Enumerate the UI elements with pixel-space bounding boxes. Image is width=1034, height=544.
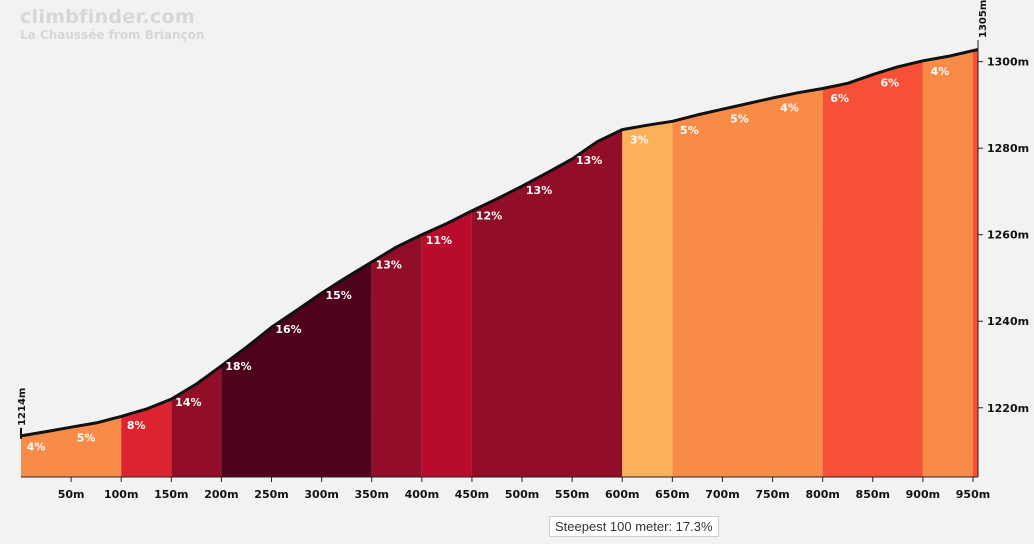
grade-label: 6% bbox=[880, 76, 899, 89]
grade-label: 13% bbox=[576, 154, 602, 167]
gradient-segment bbox=[471, 129, 623, 477]
x-tick-label: 700m bbox=[705, 488, 739, 501]
y-tick-label: 1280m bbox=[987, 142, 1029, 155]
grade-label: 13% bbox=[526, 184, 552, 197]
x-tick-label: 800m bbox=[805, 488, 839, 501]
gradient-segment bbox=[972, 49, 978, 477]
gradient-segment bbox=[171, 365, 222, 477]
gradient-segment bbox=[371, 234, 422, 477]
x-tick-label: 350m bbox=[355, 488, 389, 501]
x-tick-label: 100m bbox=[104, 488, 138, 501]
gradient-segment bbox=[922, 50, 973, 477]
x-tick-label: 250m bbox=[254, 488, 288, 501]
grade-label: 4% bbox=[780, 101, 799, 114]
gradient-segment bbox=[421, 210, 472, 477]
grade-label: 5% bbox=[730, 112, 749, 125]
end-altitude-label: 1305m bbox=[978, 0, 989, 38]
x-tick-label: 550m bbox=[555, 488, 589, 501]
x-tick-label: 450m bbox=[455, 488, 489, 501]
grade-label: 15% bbox=[325, 289, 351, 302]
x-tick-label: 400m bbox=[405, 488, 439, 501]
x-tick-label: 950m bbox=[956, 488, 990, 501]
x-tick-label: 650m bbox=[655, 488, 689, 501]
x-tick-label: 900m bbox=[906, 488, 940, 501]
gradient-segment bbox=[21, 416, 122, 477]
y-tick-label: 1300m bbox=[987, 56, 1029, 69]
x-tick-label: 500m bbox=[505, 488, 539, 501]
steepest-info: Steepest 100 meter: 17.3% bbox=[549, 516, 719, 537]
grade-label: 4% bbox=[931, 65, 950, 78]
profile-line bbox=[20, 48, 979, 438]
gradient-segment bbox=[221, 262, 372, 477]
grade-label: 11% bbox=[426, 234, 452, 247]
x-tick-label: 600m bbox=[605, 488, 639, 501]
brand-watermark: climbfinder.com bbox=[20, 6, 195, 28]
x-tick-label: 750m bbox=[755, 488, 789, 501]
y-tick-label: 1240m bbox=[987, 315, 1029, 328]
x-tick-label: 850m bbox=[856, 488, 890, 501]
grade-label: 8% bbox=[127, 419, 146, 432]
x-tick-label: 50m bbox=[58, 488, 85, 501]
grade-label: 18% bbox=[225, 360, 251, 373]
grade-label: 5% bbox=[680, 124, 699, 137]
start-altitude-label: 1214m bbox=[17, 388, 28, 426]
grade-label: 12% bbox=[476, 210, 502, 223]
gradient-segment bbox=[672, 88, 823, 477]
x-tick-label: 150m bbox=[154, 488, 188, 501]
grade-label: 14% bbox=[175, 396, 201, 409]
grade-label: 13% bbox=[376, 259, 402, 272]
gradient-segment bbox=[121, 399, 172, 477]
grade-label: 5% bbox=[77, 432, 96, 445]
grade-label: 4% bbox=[27, 440, 46, 453]
gradient-segment bbox=[622, 121, 673, 478]
gradient-segment bbox=[822, 60, 923, 478]
chart-subtitle: La Chaussée from Briançon bbox=[20, 28, 205, 42]
y-tick-label: 1220m bbox=[987, 402, 1029, 415]
grade-label: 6% bbox=[830, 92, 849, 105]
grade-label: 3% bbox=[630, 134, 649, 147]
x-tick-label: 300m bbox=[304, 488, 338, 501]
y-tick-label: 1260m bbox=[987, 229, 1029, 242]
grade-label: 16% bbox=[275, 323, 301, 336]
x-tick-label: 200m bbox=[204, 488, 238, 501]
